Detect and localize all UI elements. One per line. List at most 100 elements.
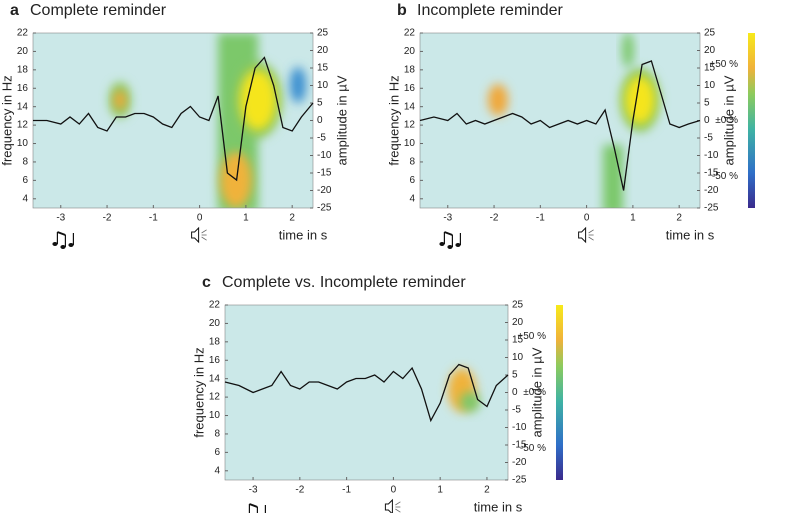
y-tick-label: 16 xyxy=(17,83,29,94)
y-tick-label: 18 xyxy=(209,336,221,347)
speaker-icon xyxy=(191,226,200,244)
panel-label: c xyxy=(202,274,211,291)
y2-tick-label: -20 xyxy=(317,185,332,196)
y2-tick-label: 25 xyxy=(512,300,524,311)
y2-tick-label: -10 xyxy=(317,150,332,161)
y2-tick-label: -25 xyxy=(704,203,719,214)
speaker-icon xyxy=(578,226,587,244)
y2-tick-label: 25 xyxy=(317,28,329,39)
y2-tick-label: 0 xyxy=(317,115,323,126)
speaker-icon xyxy=(384,498,393,516)
y2-tick-label: -20 xyxy=(512,457,527,468)
colorbar-label: -50 % xyxy=(520,443,546,454)
y2-axis-label: amplitude in µV xyxy=(721,75,736,165)
y2-tick-label: -25 xyxy=(317,203,332,214)
note-icon xyxy=(444,231,453,236)
y2-tick-label: -10 xyxy=(704,150,719,161)
erp-line xyxy=(224,363,509,423)
x-tick-label: 0 xyxy=(197,213,203,224)
y-tick-label: 6 xyxy=(214,447,220,458)
y2-tick-label: 10 xyxy=(317,80,329,91)
x-tick-label: -1 xyxy=(342,485,351,496)
y-tick-label: 4 xyxy=(409,193,415,204)
y2-tick-label: -5 xyxy=(704,133,713,144)
y-axis-label: frequency in Hz xyxy=(0,75,14,165)
speaker-icon xyxy=(588,236,594,241)
y-tick-label: 14 xyxy=(209,373,221,384)
panel-title: Complete reminder xyxy=(30,2,167,19)
y2-tick-label: -5 xyxy=(512,405,521,416)
note-icon xyxy=(68,243,74,247)
x-tick-label: -3 xyxy=(443,213,452,224)
colorbar-label: +50 % xyxy=(709,59,738,70)
colorbar xyxy=(748,33,755,208)
colorbar xyxy=(556,305,563,480)
y2-tick-label: 0 xyxy=(704,115,710,126)
x-tick-label: -2 xyxy=(295,485,304,496)
x-tick-label: -1 xyxy=(149,213,158,224)
x-tick-label: -3 xyxy=(56,213,65,224)
y2-tick-label: 10 xyxy=(704,80,716,91)
y-tick-label: 16 xyxy=(209,355,221,366)
y-axis-label: frequency in Hz xyxy=(191,347,206,437)
y2-tick-label: 0 xyxy=(512,387,518,398)
note-icon xyxy=(52,242,58,246)
x-tick-label: -3 xyxy=(249,485,258,496)
y2-tick-label: -10 xyxy=(512,422,527,433)
colorbar-label: ±0 % xyxy=(523,387,546,398)
y-tick-label: 20 xyxy=(404,46,416,57)
x-tick-label: 0 xyxy=(584,213,590,224)
speaker-icon xyxy=(395,508,401,513)
x-tick-label: -2 xyxy=(490,213,499,224)
erp-line xyxy=(33,56,314,182)
x-tick-label: -1 xyxy=(536,213,545,224)
x-tick-label: 2 xyxy=(484,485,490,496)
y-tick-label: 12 xyxy=(404,120,416,131)
y2-tick-label: 10 xyxy=(512,352,524,363)
y-tick-label: 18 xyxy=(404,64,416,75)
x-tick-label: 1 xyxy=(630,213,636,224)
note-icon xyxy=(447,245,453,249)
y2-tick-label: -15 xyxy=(704,168,719,179)
x-axis-label: time in s xyxy=(279,227,328,242)
y-tick-label: 8 xyxy=(409,157,415,168)
y-tick-label: 20 xyxy=(209,318,221,329)
x-tick-label: 0 xyxy=(391,485,397,496)
y-tick-label: 4 xyxy=(214,465,220,476)
y-tick-label: 10 xyxy=(209,410,221,421)
x-tick-label: -2 xyxy=(103,213,112,224)
x-tick-label: 1 xyxy=(243,213,249,224)
speaker-icon xyxy=(201,236,207,241)
y-tick-label: 10 xyxy=(17,138,29,149)
y2-tick-label: -15 xyxy=(317,168,332,179)
y2-tick-label: 15 xyxy=(512,335,524,346)
y-tick-label: 8 xyxy=(214,429,220,440)
y2-tick-label: 15 xyxy=(704,63,716,74)
x-tick-label: 2 xyxy=(289,213,295,224)
colorbar-label: ±0 % xyxy=(715,115,738,126)
y-tick-label: 16 xyxy=(404,83,416,94)
note-icon xyxy=(455,243,461,247)
y-tick-label: 10 xyxy=(404,138,416,149)
panel-label: a xyxy=(10,2,19,19)
panel-title: Incomplete reminder xyxy=(417,2,564,19)
y-tick-label: 14 xyxy=(17,101,29,112)
y-tick-label: 20 xyxy=(17,46,29,57)
x-tick-label: 1 xyxy=(437,485,443,496)
note-icon xyxy=(249,503,258,508)
speaker-icon xyxy=(395,501,401,506)
y2-tick-label: 25 xyxy=(704,28,716,39)
y2-axis-label: amplitude in µV xyxy=(334,75,349,165)
y2-tick-label: -15 xyxy=(512,440,527,451)
colorbar-label: -50 % xyxy=(712,171,738,182)
speaker-icon xyxy=(588,229,594,234)
y2-axis-label: amplitude in µV xyxy=(529,347,544,437)
y2-tick-label: 5 xyxy=(512,370,518,381)
note-icon xyxy=(60,245,66,249)
y2-tick-label: 5 xyxy=(704,98,710,109)
y-tick-label: 14 xyxy=(404,101,416,112)
y2-tick-label: 20 xyxy=(512,317,524,328)
x-tick-label: 2 xyxy=(676,213,682,224)
y-tick-label: 12 xyxy=(17,120,29,131)
